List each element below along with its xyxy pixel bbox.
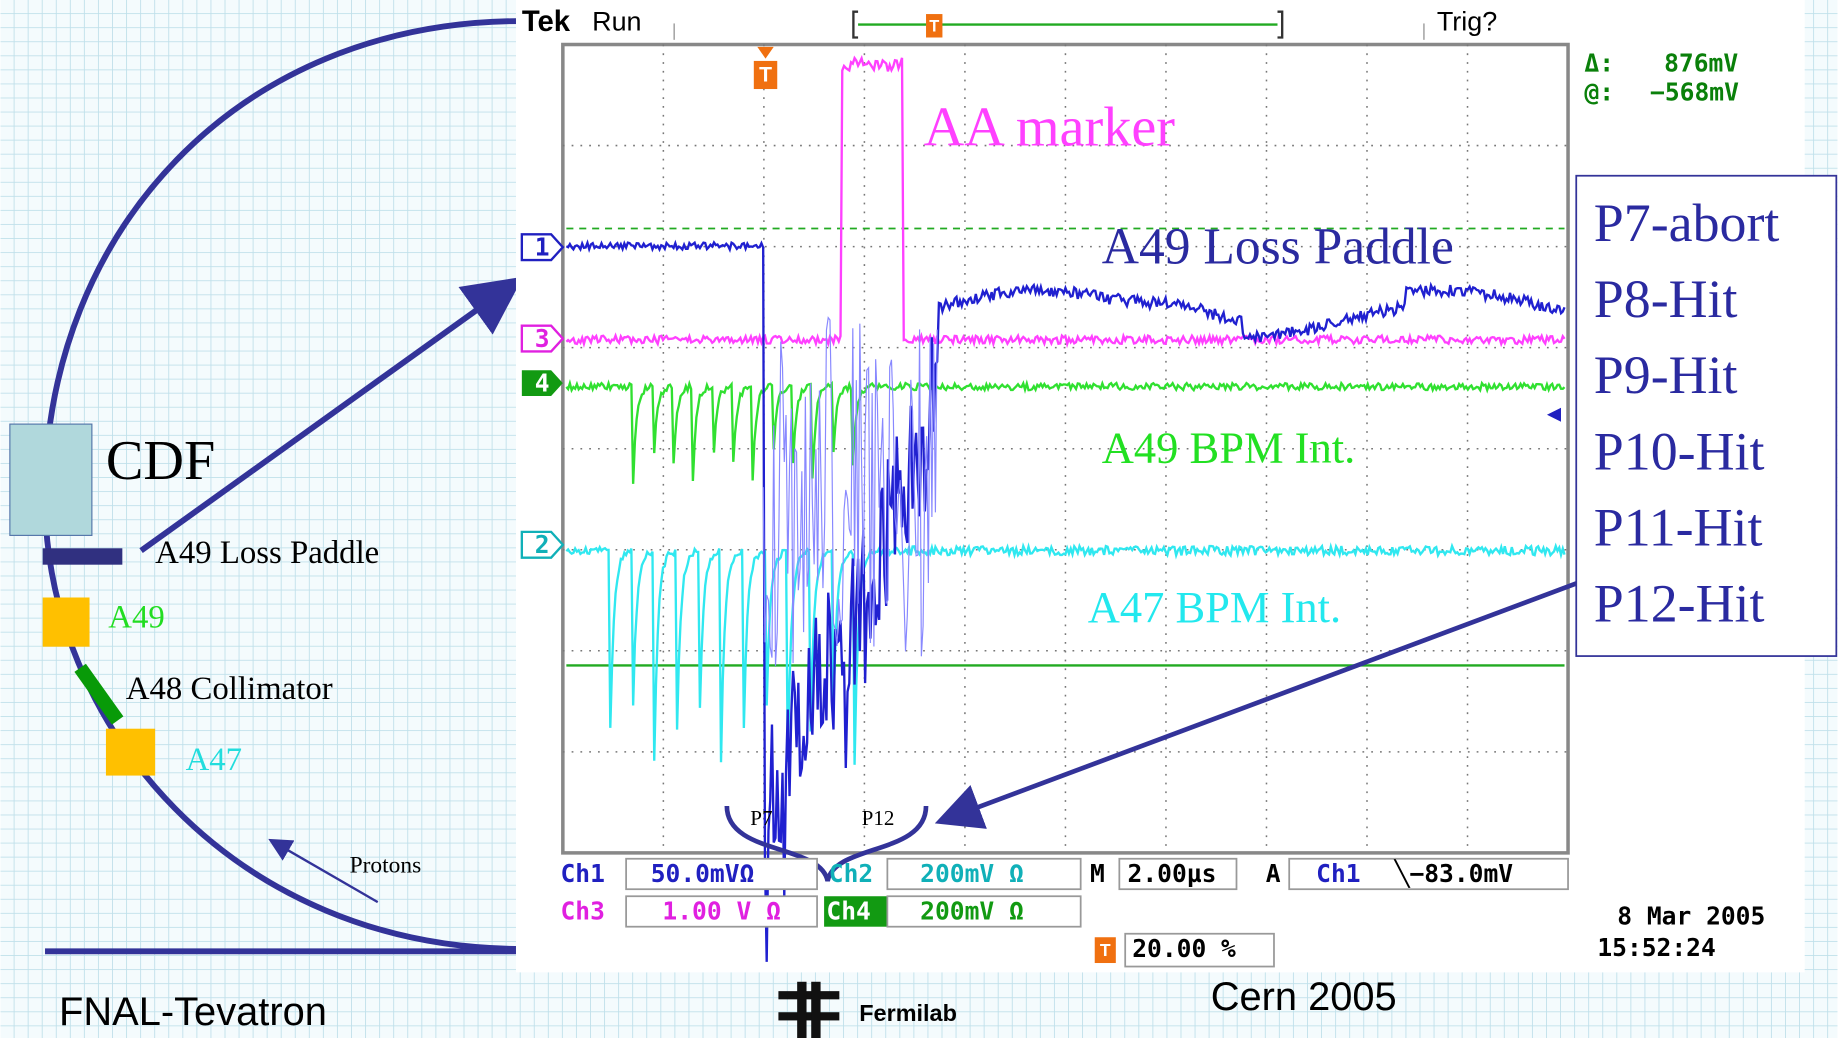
- readout: Ch1: [561, 859, 605, 888]
- event-item: P8-Hit: [1594, 269, 1738, 329]
- loss-paddle-label: A49 Loss Paddle: [155, 535, 379, 571]
- readout: Ch3: [561, 897, 605, 926]
- readout: 200mV Ω: [920, 859, 1024, 888]
- a49-bpm-label: A49 BPM Int.: [1102, 422, 1355, 472]
- scope-brand: Tek: [522, 5, 571, 38]
- event-item: P9-Hit: [1594, 345, 1738, 405]
- protons-label: Protons: [350, 852, 422, 878]
- a47-label: A47: [186, 742, 242, 778]
- event-item: P7-abort: [1594, 193, 1780, 253]
- event-item: P10-Hit: [1594, 421, 1765, 481]
- loss-paddle-trace-label: A49 Loss Paddle: [1102, 219, 1454, 276]
- cursor-at: −568mV: [1650, 78, 1739, 107]
- cdf-label: CDF: [106, 430, 215, 492]
- channel-marker: 3: [535, 324, 550, 353]
- scope-status: Run: [592, 7, 641, 37]
- readout: Ch2: [829, 859, 873, 888]
- readout: M: [1090, 859, 1105, 888]
- cursor-at-label: @:: [1584, 78, 1614, 107]
- readout: 1.00 V Ω: [662, 897, 780, 926]
- readout: Ch1: [1316, 859, 1360, 888]
- readout: ╲−83.0mV: [1393, 859, 1514, 888]
- a49-label: A49: [108, 599, 164, 635]
- channel-marker: 4: [535, 368, 550, 397]
- readout: 200mV Ω: [920, 897, 1024, 926]
- footer-left: FNAL-Tevatron: [59, 990, 327, 1034]
- readout: 50.0mVΩ: [651, 859, 755, 888]
- p12-label: P12: [862, 806, 895, 830]
- trigger-marker: T: [1100, 940, 1111, 960]
- channel-marker: 1: [535, 232, 550, 261]
- readout: A: [1266, 859, 1281, 888]
- readout: 2.00µs: [1128, 859, 1217, 888]
- trigger-state: Trig?: [1437, 7, 1497, 37]
- p7-label: P7: [750, 806, 772, 830]
- cursor-delta: 876mV: [1664, 48, 1738, 77]
- footer-right: Cern 2005: [1211, 975, 1397, 1019]
- slide: CDF A49 Loss Paddle A49 A48 Collimator A…: [0, 0, 1838, 1038]
- time: 15:52:24: [1597, 933, 1715, 962]
- a47-bpm-label: A47 BPM Int.: [1088, 582, 1341, 632]
- aa-marker-label: AA marker: [924, 96, 1176, 158]
- footer-logo: Fermilab: [859, 1000, 957, 1026]
- trigger-position: 20.00 %: [1132, 934, 1236, 963]
- date: 8 Mar 2005: [1617, 901, 1765, 930]
- cursor-delta-label: Δ:: [1584, 48, 1614, 77]
- trigger-marker: T: [929, 17, 939, 35]
- event-item: P11-Hit: [1594, 497, 1763, 557]
- collimator-label: A48 Collimator: [126, 671, 333, 707]
- event-item: P12-Hit: [1594, 574, 1765, 634]
- channel-marker: 2: [535, 530, 550, 559]
- readout: Ch4: [826, 897, 870, 926]
- trigger-marker: T: [759, 64, 772, 87]
